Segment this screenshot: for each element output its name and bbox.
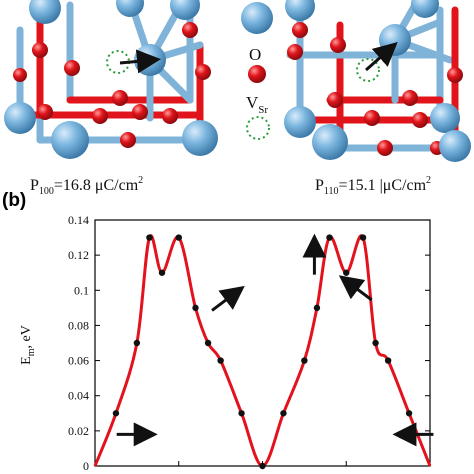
direction-arrow [338, 275, 373, 302]
energy-chart: 0 0.02 0.04 0.06 0.08 0.1 0.12 0.14 Em, eV [19, 213, 434, 473]
data-point [326, 234, 333, 241]
data-point [133, 339, 141, 347]
legend-sr-atom [241, 2, 273, 34]
y-axis-label: Em, eV [19, 325, 37, 365]
data-point [217, 357, 224, 364]
data-point [405, 410, 413, 417]
legend-vacancy-label: VSr [246, 93, 268, 116]
legend-vacancy-marker [246, 116, 270, 140]
data-point [280, 410, 287, 417]
data-point [146, 234, 153, 241]
legend-oxygen-atom [248, 65, 266, 83]
y-tick-label: 0.06 [68, 354, 89, 368]
y-tick-label: 0 [83, 459, 89, 473]
y-tick-label: 0.08 [68, 318, 89, 332]
legend: O VSr [241, 2, 273, 140]
data-point [372, 339, 379, 347]
data-point [112, 410, 120, 417]
caption-p100: P100=16.8 μC/cm2 [30, 175, 143, 197]
data-point [158, 269, 166, 276]
y-tick-label: 0.12 [68, 248, 89, 262]
panel-b-label: (b) [2, 190, 26, 211]
crystal-structure-100 [4, 0, 218, 159]
data-point [313, 304, 321, 312]
data-point [238, 410, 245, 417]
y-tick-label: 0.14 [68, 213, 89, 227]
data-point [192, 304, 199, 312]
caption-p110: P110=15.1 |μC/cm2 [315, 175, 431, 197]
direction-arrow [211, 285, 245, 312]
crystal-structure-110 [284, 0, 471, 162]
y-tick-label: 0.02 [68, 424, 89, 438]
energy-curve [93, 234, 432, 468]
y-tick-label: 0.04 [68, 389, 89, 403]
data-point [175, 234, 182, 241]
data-point [259, 462, 266, 470]
data-point [343, 269, 350, 276]
data-point [384, 357, 392, 364]
data-point [301, 357, 308, 364]
data-point [359, 234, 367, 241]
data-point [204, 339, 212, 347]
y-tick-label: 0.1 [74, 283, 89, 297]
legend-oxygen-label: O [249, 45, 261, 64]
